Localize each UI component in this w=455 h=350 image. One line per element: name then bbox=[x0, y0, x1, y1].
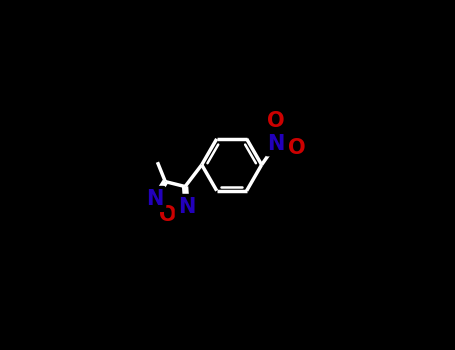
Text: O: O bbox=[288, 138, 306, 159]
Text: O: O bbox=[159, 204, 177, 225]
Text: O: O bbox=[268, 111, 285, 132]
Text: N: N bbox=[146, 189, 163, 209]
Text: N: N bbox=[268, 134, 285, 154]
Text: N: N bbox=[178, 197, 195, 217]
